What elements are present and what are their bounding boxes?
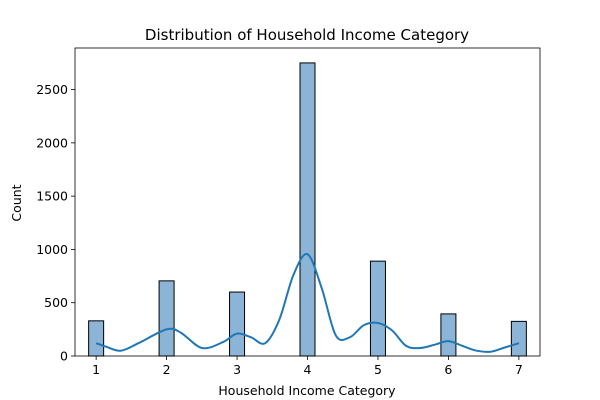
bar-5 — [369, 260, 386, 357]
x-tick-label: 7 — [515, 362, 523, 377]
x-axis-ticks: 1 2 3 4 5 6 7 — [92, 356, 523, 377]
y-tick-label: 2000 — [36, 135, 68, 150]
bar-6 — [440, 313, 457, 357]
x-tick-label: 1 — [92, 362, 100, 377]
x-axis-label: Household Income Category — [218, 383, 396, 398]
bar-1 — [88, 320, 105, 357]
bar-7 — [510, 320, 527, 357]
x-tick-label: 4 — [304, 362, 312, 377]
x-tick-label: 6 — [444, 362, 452, 377]
kde-curve — [95, 253, 520, 353]
bar-2 — [158, 280, 175, 357]
y-axis-ticks: 0 500 1000 1500 2000 2500 — [36, 82, 75, 364]
bar-4 — [299, 62, 316, 357]
x-tick-label: 5 — [374, 362, 382, 377]
x-tick-label: 3 — [233, 362, 241, 377]
y-axis-label: Count — [9, 184, 24, 221]
y-tick-label: 500 — [44, 295, 68, 310]
y-tick-label: 1000 — [36, 242, 68, 257]
x-tick-label: 2 — [163, 362, 171, 377]
chart-title: Distribution of Household Income Categor… — [145, 26, 469, 44]
y-tick-label: 2500 — [36, 82, 68, 97]
y-tick-label: 0 — [60, 349, 68, 364]
bar-3 — [229, 291, 246, 357]
bars-group — [88, 62, 527, 357]
y-tick-label: 1500 — [36, 189, 68, 204]
